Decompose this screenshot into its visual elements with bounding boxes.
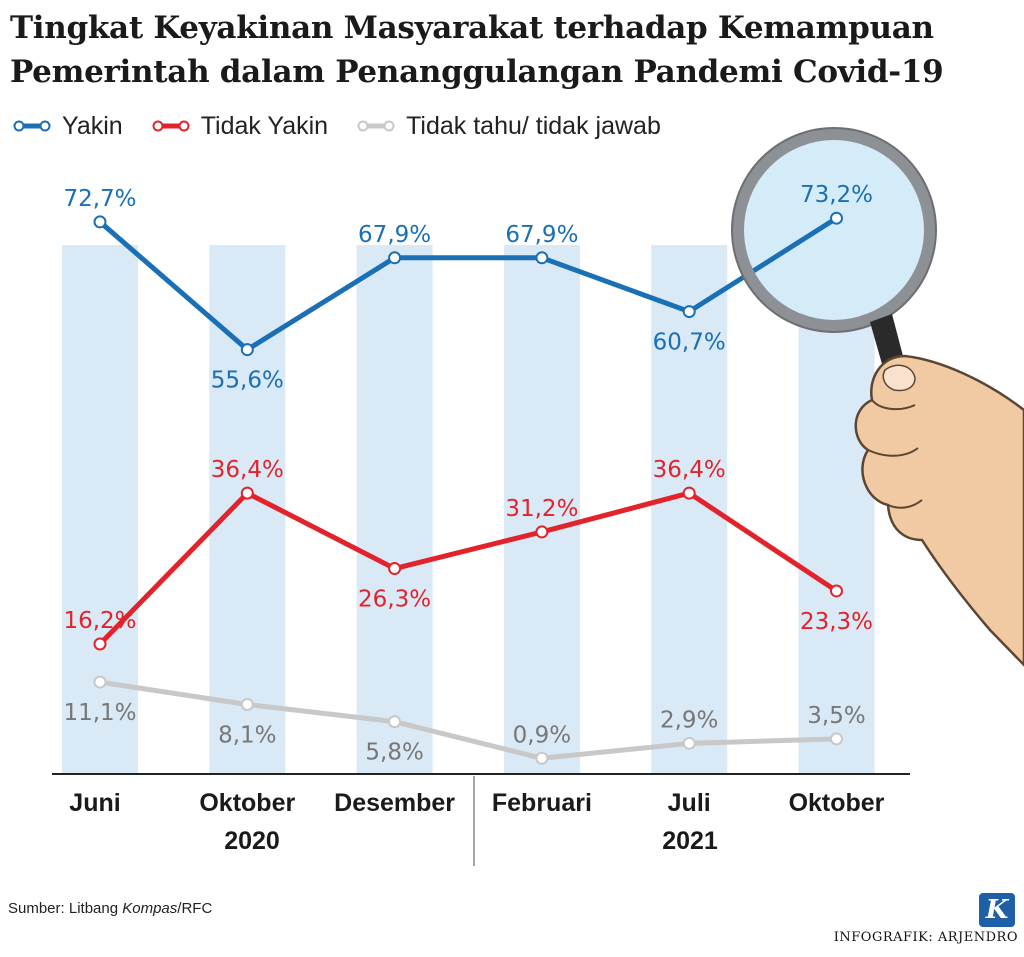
magnifier-rim — [732, 128, 936, 332]
data-point — [93, 637, 107, 651]
legend-label-yakin: Yakin — [62, 111, 123, 140]
data-point — [682, 486, 696, 500]
source-note: Sumber: Litbang Kompas/RFC — [8, 900, 212, 917]
x-tick-label: Oktober — [199, 789, 295, 817]
series-line — [98, 216, 838, 353]
data-label: 67,9% — [505, 222, 578, 248]
column-band — [356, 245, 433, 774]
series-lines — [98, 216, 838, 761]
legend-item-tidak-tahu: Tidak tahu/ tidak jawab — [356, 112, 661, 141]
data-point — [535, 751, 549, 765]
series-points — [93, 211, 843, 765]
data-labels: 72,7% 55,6% 67,9% 67,9% 60,7% 73,2% 16,2% 36,4%… — [63, 182, 873, 765]
data-label: 36,4% — [211, 457, 284, 483]
legend-item-yakin: Yakin — [12, 112, 123, 141]
data-label: 55,6% — [211, 368, 284, 394]
data-point — [93, 215, 107, 229]
data-point — [682, 305, 696, 319]
source-prefix: Sumber: Litbang — [8, 900, 123, 917]
x-tick-label: Desember — [334, 789, 455, 817]
data-label: 23,3% — [800, 609, 873, 635]
data-point — [93, 675, 107, 689]
legend-item-tidak-yakin: Tidak Yakin — [151, 112, 328, 141]
infographic-credit: INFOGRAFIK: ARJENDRO — [833, 930, 1018, 945]
magnifier-rim-outline — [731, 127, 937, 333]
data-point — [682, 736, 696, 750]
x-tick-label: Februari — [492, 789, 592, 817]
data-label: 26,3% — [358, 587, 431, 613]
data-label: 72,7% — [63, 186, 136, 212]
series-line — [99, 679, 837, 761]
data-point — [830, 584, 843, 598]
data-label: 31,2% — [505, 496, 578, 522]
data-label: 3,5% — [807, 703, 865, 729]
magnifier-icon — [742, 138, 926, 322]
source-italic: Kompas — [122, 900, 178, 917]
data-point — [830, 732, 843, 746]
legend-swatch-tidak-yakin-icon — [152, 120, 190, 132]
chart-title: Tingkat Keyakinan Masyarakat terhadap Ke… — [10, 6, 1010, 94]
year-label-2021: 2021 — [662, 827, 718, 855]
legend-label-tidak-yakin: Tidak Yakin — [200, 111, 329, 140]
data-point — [388, 562, 402, 576]
x-tick-label: Juni — [69, 789, 120, 817]
title-line-1: Tingkat Keyakinan Masyarakat terhadap Ke… — [10, 10, 934, 46]
data-point — [240, 486, 254, 500]
data-label: 0,9% — [513, 722, 571, 748]
data-label: 67,9% — [358, 222, 431, 248]
x-axis-ticks: Juni Oktober Desember Februari Juli Oktober — [69, 789, 884, 817]
data-point — [240, 697, 254, 711]
source-suffix: /RFC — [177, 900, 213, 917]
legend-swatch-tidak-tahu-icon — [357, 120, 395, 132]
data-label: 16,2% — [63, 608, 136, 634]
x-tick-label: Juli — [668, 789, 711, 817]
column-band — [798, 245, 875, 774]
series-line — [98, 490, 838, 646]
data-label: 8,1% — [218, 722, 276, 748]
data-point — [535, 525, 549, 539]
legend: Yakin Tidak Yakin Tidak tahu/ tidak jawa… — [12, 108, 661, 144]
data-point — [240, 343, 254, 357]
data-label: 60,7% — [653, 330, 726, 356]
column-band — [62, 245, 138, 774]
data-point — [388, 715, 402, 729]
year-label-2020: 2020 — [224, 827, 280, 855]
legend-label-tidak-tahu: Tidak tahu/ tidak jawab — [406, 111, 661, 140]
x-tick-label: Oktober — [789, 789, 885, 817]
data-point — [535, 251, 549, 265]
column-band — [503, 245, 580, 774]
kompas-logo-icon: K — [979, 893, 1015, 927]
data-label: 36,4% — [653, 457, 726, 483]
title-line-2: Pemerintah dalam Penanggulangan Pandemi … — [10, 54, 944, 90]
legend-swatch-yakin-icon — [13, 120, 51, 132]
data-point — [830, 211, 843, 225]
hand-icon — [854, 354, 1024, 667]
data-label: 5,8% — [365, 740, 423, 766]
data-label: 73,2% — [800, 182, 873, 208]
magnifier-lens — [742, 138, 926, 322]
data-point — [388, 251, 402, 265]
data-label: 2,9% — [660, 707, 718, 733]
data-label: 11,1% — [63, 700, 136, 726]
